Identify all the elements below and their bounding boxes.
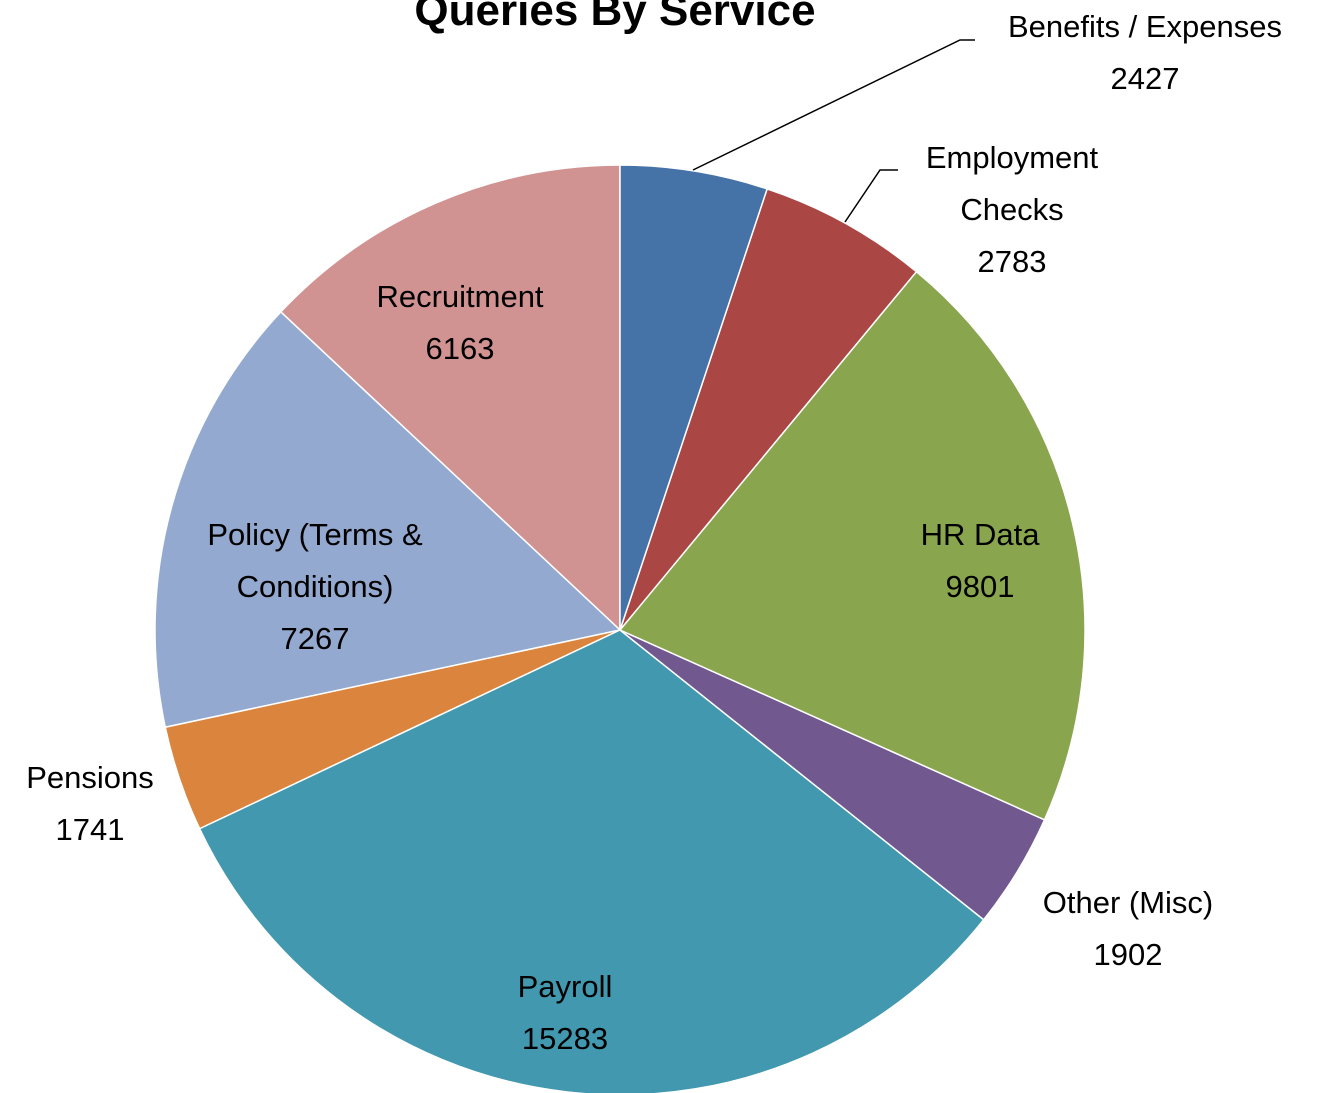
slice-label: Benefits / Expenses 2427 (935, 1, 1323, 105)
slice-name: Recruitment (376, 279, 544, 314)
slice-name: HR Data (920, 517, 1040, 552)
slice-value: 9801 (945, 569, 1015, 604)
slice-value: 2783 (977, 244, 1047, 279)
pie-slice (154, 310, 622, 729)
slice-name: Employment Checks (925, 140, 1099, 227)
slice-value: 15283 (521, 1021, 609, 1056)
slice-label: Policy (Terms & Conditions) 7267 (165, 509, 465, 665)
slice-value: 1902 (1093, 937, 1163, 972)
pie-slice (618, 270, 1086, 821)
pie-slice (619, 164, 769, 631)
slice-name: Policy (Terms & Conditions) (207, 517, 423, 604)
slice-name: Payroll (517, 969, 613, 1004)
slice-value: 2427 (1110, 61, 1180, 96)
slice-name: Other (Misc) (1042, 885, 1214, 920)
slice-label: HR Data 9801 (880, 509, 1080, 613)
slice-value: 7267 (280, 621, 350, 656)
slice-name: Pensions (26, 760, 154, 795)
slice-value: 6163 (425, 331, 495, 366)
slice-label: Employment Checks 2783 (902, 132, 1122, 288)
chart-title: Queries By Service (414, 0, 816, 35)
slice-label: Other (Misc) 1902 (998, 877, 1258, 981)
pie-slice (619, 187, 918, 631)
leader-line (692, 39, 975, 171)
slice-value: 1741 (55, 812, 125, 847)
slice-label: Payroll 15283 (465, 961, 665, 1065)
slice-name: Benefits / Expenses (1008, 9, 1282, 44)
pie-slice (198, 629, 985, 1093)
pie-slice (279, 164, 621, 632)
slice-label: Pensions 1741 (0, 752, 180, 856)
leader-line (844, 169, 898, 223)
slice-label: Recruitment 6163 (330, 271, 590, 375)
